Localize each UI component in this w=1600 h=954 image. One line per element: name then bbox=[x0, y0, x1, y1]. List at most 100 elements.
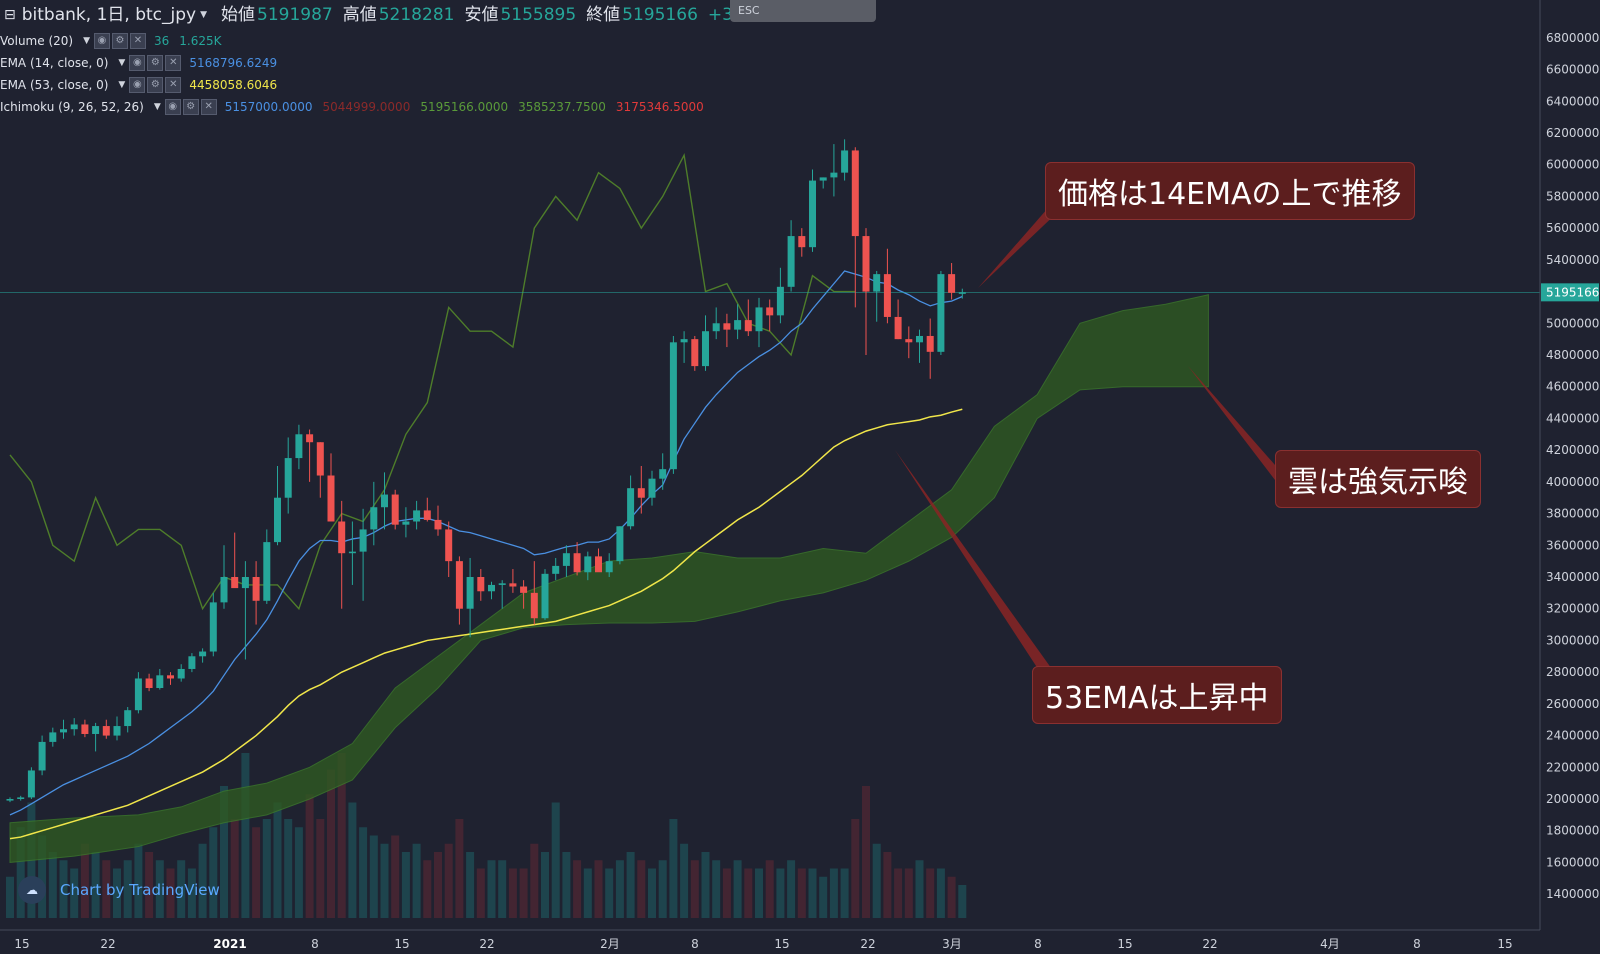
candle-body bbox=[81, 724, 89, 734]
volume-bar bbox=[530, 843, 539, 918]
candle-body bbox=[595, 556, 602, 573]
candle-body bbox=[755, 307, 763, 332]
candle-body bbox=[926, 335, 934, 352]
volume-bar bbox=[594, 860, 603, 918]
candle-body bbox=[787, 236, 795, 287]
last-price-tag bbox=[1541, 283, 1599, 302]
esc-tooltip[interactable]: ESC bbox=[730, 0, 876, 22]
time-tick-label: 8 bbox=[1034, 937, 1042, 951]
ema14-legend[interactable]: EMA (14, close, 0) ▼ ◉ ⚙ ✕ 5168796.6249 bbox=[0, 52, 792, 74]
annotation-ema53: 53EMAは上昇中 bbox=[1032, 666, 1282, 724]
volume-bar bbox=[241, 753, 250, 918]
volume-bar bbox=[423, 860, 432, 918]
candle-body bbox=[327, 475, 335, 522]
volume-bar bbox=[690, 860, 699, 918]
close-label: 終値 bbox=[586, 5, 621, 25]
volume-bar bbox=[220, 786, 228, 918]
price-axis: 6800000 6600000 6400000 6200000 6000000 58000… bbox=[1539, 0, 1599, 930]
volume-bar bbox=[316, 819, 325, 918]
ichimoku-lagging-value: 5195166.0000 bbox=[420, 100, 509, 114]
tradingview-brand[interactable]: ☁ Chart by TradingView bbox=[18, 876, 220, 904]
volume-bar bbox=[797, 868, 806, 918]
open-label: 始値 bbox=[221, 5, 256, 25]
chevron-down-icon[interactable]: ▼ bbox=[118, 58, 126, 68]
chevron-down-icon[interactable]: ▼ bbox=[153, 102, 161, 112]
close-icon[interactable]: ✕ bbox=[165, 77, 182, 93]
volume-bar bbox=[840, 868, 849, 918]
volume-bar bbox=[284, 819, 293, 918]
time-tick-label: 8 bbox=[311, 937, 319, 951]
candle-body bbox=[520, 586, 528, 593]
high-label: 高値 bbox=[342, 5, 377, 25]
candle-body bbox=[734, 320, 742, 330]
close-icon[interactable]: ✕ bbox=[130, 33, 146, 49]
candle-body bbox=[905, 339, 913, 343]
candle-body bbox=[60, 729, 67, 733]
volume-bar bbox=[872, 843, 881, 918]
candle-body bbox=[541, 573, 549, 619]
volume-bar bbox=[765, 860, 774, 918]
symbol-row[interactable]: ⊟ bitbank, 1日, btc_jpy ▼ 始値 5191987 高値 521… bbox=[0, 0, 792, 30]
candle-body bbox=[562, 553, 570, 566]
price-tick-label: 2400000 bbox=[1546, 729, 1599, 743]
time-tick-label: 15 bbox=[394, 937, 409, 951]
volume-bar bbox=[434, 852, 442, 918]
ichimoku-spanA-value: 3585237.7500 bbox=[518, 100, 606, 114]
volume-bar bbox=[947, 876, 956, 918]
candle-body bbox=[167, 675, 174, 679]
open-value: 5191987 bbox=[257, 5, 333, 25]
candle-body bbox=[830, 172, 838, 178]
price-tick-label: 1800000 bbox=[1546, 824, 1599, 838]
volume-bar bbox=[573, 860, 582, 918]
time-tick-label: 22 bbox=[479, 937, 494, 951]
gear-icon[interactable]: ⚙ bbox=[147, 77, 164, 93]
chevron-down-icon[interactable]: ▼ bbox=[200, 10, 208, 20]
volume-bar bbox=[755, 868, 763, 918]
candle-body bbox=[894, 316, 902, 340]
candle-body bbox=[712, 323, 720, 332]
candle-body bbox=[937, 274, 945, 352]
chevron-down-icon[interactable]: ▼ bbox=[118, 80, 126, 90]
eye-icon[interactable]: ◉ bbox=[94, 33, 110, 49]
brand-label: Chart by TradingView bbox=[60, 881, 220, 899]
ema53-legend[interactable]: EMA (53, close, 0) ▼ ◉ ⚙ ✕ 4458058.6046 bbox=[0, 74, 792, 96]
chevron-down-icon[interactable]: ▼ bbox=[83, 36, 90, 46]
eye-icon[interactable]: ◉ bbox=[129, 55, 146, 71]
eye-icon[interactable]: ◉ bbox=[164, 99, 181, 115]
price-tick-label: 2800000 bbox=[1546, 665, 1599, 679]
close-icon[interactable]: ✕ bbox=[200, 99, 217, 115]
eye-icon[interactable]: ◉ bbox=[129, 77, 146, 93]
price-tick-label: 6400000 bbox=[1546, 94, 1599, 108]
ema14-label: EMA (14, close, 0) bbox=[0, 56, 109, 70]
volume-bar bbox=[16, 827, 25, 918]
gear-icon[interactable]: ⚙ bbox=[147, 55, 164, 71]
gear-icon[interactable]: ⚙ bbox=[182, 99, 199, 115]
candle-body bbox=[38, 741, 46, 771]
candle-body bbox=[819, 177, 827, 181]
candle-body bbox=[616, 526, 624, 562]
volume-bar bbox=[669, 819, 678, 918]
price-tick-label: 6200000 bbox=[1546, 126, 1599, 140]
volume-bar bbox=[155, 860, 164, 918]
ema53-label: EMA (53, close, 0) bbox=[0, 78, 109, 92]
volume-bar bbox=[829, 868, 838, 918]
candle-body bbox=[124, 710, 132, 727]
time-axis: 15 22 2021 8 15 22 2月 8 15 22 3月 8 15 22 4月 8 15 bbox=[0, 929, 1540, 951]
candle-body bbox=[659, 469, 667, 479]
collapse-icon[interactable]: ⊟ bbox=[4, 7, 16, 23]
candle-body bbox=[17, 797, 25, 799]
candle-body bbox=[156, 675, 164, 688]
candle-body bbox=[113, 726, 121, 736]
candle-body bbox=[220, 577, 228, 603]
price-tick-label: 3200000 bbox=[1546, 602, 1599, 616]
volume-bar bbox=[273, 802, 282, 918]
volume-legend[interactable]: Volume (20) ▼ ◉ ⚙ ✕ 36 1.625K bbox=[0, 30, 792, 52]
volume-bar bbox=[904, 868, 913, 918]
ichimoku-spanB-value: 3175346.5000 bbox=[615, 100, 704, 114]
close-icon[interactable]: ✕ bbox=[165, 55, 182, 71]
gear-icon[interactable]: ⚙ bbox=[112, 33, 128, 49]
ichimoku-legend[interactable]: Ichimoku (9, 26, 52, 26) ▼ ◉ ⚙ ✕ 5157000.0… bbox=[0, 96, 792, 118]
volume-bar bbox=[262, 819, 271, 918]
candle-body bbox=[177, 668, 185, 679]
volume-bar bbox=[166, 868, 175, 918]
